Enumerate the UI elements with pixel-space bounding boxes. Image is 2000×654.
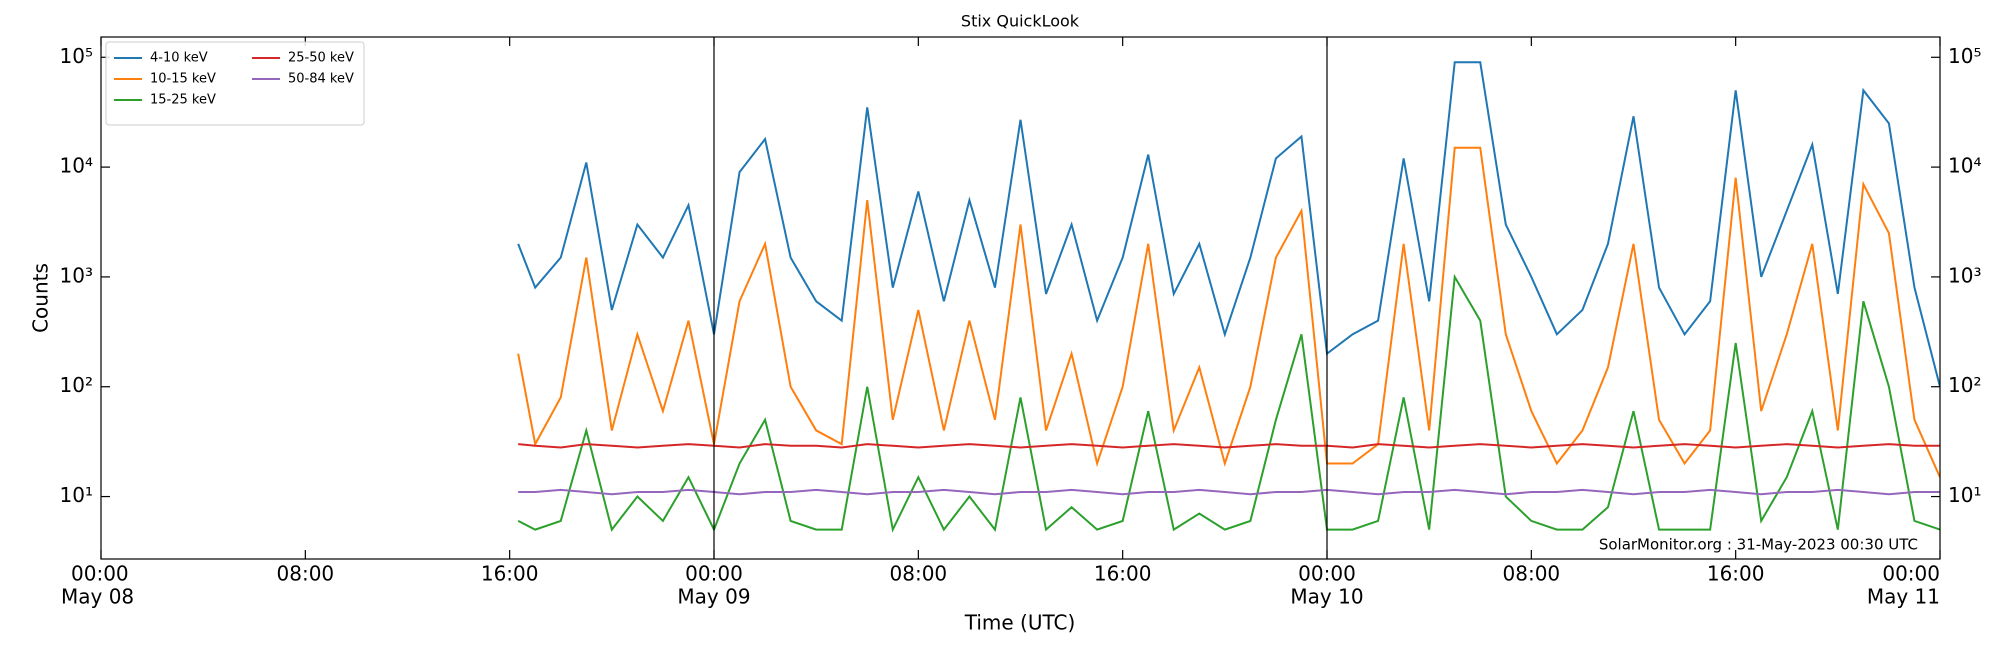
- x-tick-label: 00:00: [1882, 562, 1940, 586]
- legend-label: 25-50 keV: [288, 51, 354, 66]
- x-tick-date: May 11: [1867, 585, 1940, 609]
- legend-label: 15-25 keV: [150, 93, 216, 108]
- x-tick-label: 16:00: [1707, 562, 1765, 586]
- x-tick-label: 16:00: [1094, 562, 1152, 586]
- y-tick-label: 10¹: [60, 483, 93, 507]
- legend-label: 4-10 keV: [150, 51, 208, 66]
- y-axis-label: Counts: [29, 263, 53, 333]
- y-tick-label: 10²: [60, 373, 93, 397]
- series-line: [517, 146, 1940, 478]
- legend-box: [105, 41, 365, 126]
- chart-title: Stix QuickLook: [961, 12, 1080, 31]
- x-tick-label: 00:00: [685, 562, 743, 586]
- plot-frame: [100, 36, 1941, 560]
- legend-label: 50-84 keV: [288, 72, 354, 87]
- series-line: [518, 443, 1940, 449]
- x-tick-date: May 10: [1290, 585, 1363, 609]
- x-tick-label: 00:00: [1298, 562, 1356, 586]
- x-tick-label: 16:00: [481, 562, 539, 586]
- x-tick-date: May 08: [61, 585, 134, 609]
- x-tick-label: 00:00: [71, 562, 129, 586]
- x-tick-label: 08:00: [1503, 562, 1561, 586]
- series-line: [518, 488, 1940, 496]
- x-tick-label: 08:00: [277, 562, 335, 586]
- y-tick-label: 10³: [60, 263, 93, 287]
- series-line: [517, 61, 1940, 387]
- y-tick-label-right: 10¹: [1948, 483, 1981, 507]
- x-tick-label: 08:00: [890, 562, 948, 586]
- y-tick-label: 10⁵: [60, 44, 93, 68]
- y-tick-label-right: 10³: [1948, 263, 1981, 287]
- annotation: SolarMonitor.org : 31-May-2023 00:30 UTC: [1599, 536, 1918, 554]
- y-tick-label-right: 10⁵: [1948, 44, 1981, 68]
- x-tick-date: May 09: [677, 585, 750, 609]
- legend-label: 10-15 keV: [150, 72, 216, 87]
- y-tick-label-right: 10²: [1948, 373, 1981, 397]
- y-tick-label-right: 10⁴: [1948, 154, 1981, 178]
- x-axis-label: Time (UTC): [964, 611, 1076, 635]
- y-tick-label: 10⁴: [60, 154, 93, 178]
- series-line: [517, 273, 1940, 533]
